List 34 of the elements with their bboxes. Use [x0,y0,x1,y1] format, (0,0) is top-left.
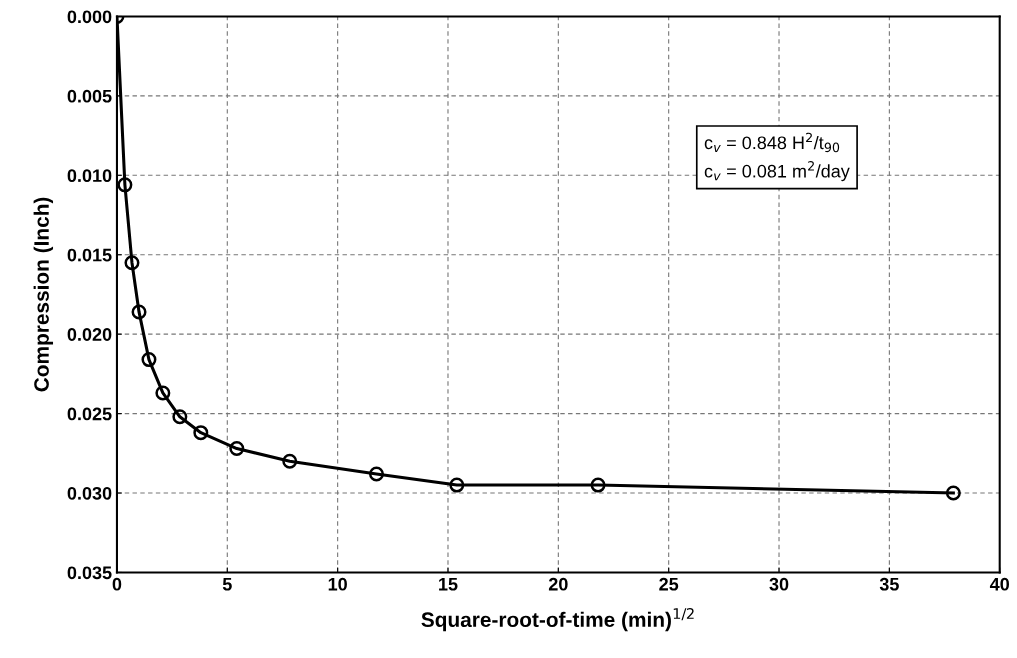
point [193,425,209,441]
point [155,385,171,401]
y-tick-label: 0.015 [67,248,112,262]
point [117,177,133,193]
annotation: c$_{v}$ = 0.081 m$^{2}$/day [704,161,850,182]
annotation: c$_{v}$ = 0.848 H$^{2}$/t$_{90}$ [704,132,840,153]
point [590,477,606,493]
point [229,441,245,457]
y-tick-label: 0.020 [67,328,112,341]
y-tick-label: 0.005 [67,89,112,103]
y-tick-label: 0.010 [67,169,112,183]
point [449,477,465,493]
point [945,485,961,501]
point [282,453,298,469]
point [141,352,157,368]
point [124,255,140,271]
x-tick-label: 15 [439,577,458,591]
x-tick-label: 0 [112,577,122,591]
y-tick-label: 0.030 [67,486,112,500]
point [131,304,147,320]
x-tick-label: 10 [328,577,347,591]
x-tick-label: 35 [879,577,899,591]
point [172,409,188,425]
x-tick-label: 40 [989,577,1010,591]
x-tick-label: 5 [222,577,232,591]
y-tick-label: 0.035 [67,566,112,580]
y-tick-label: 0.025 [67,407,112,421]
point [368,466,384,482]
x-tick-label: 25 [659,577,679,591]
x-tick-label: 20 [548,577,568,591]
x-tick-label: 30 [769,577,789,591]
x-axis-title: Square-root-of-time (min)$^{1/2}$ [421,608,694,632]
y-axis-title: Compression (Inch) [33,197,54,392]
y-tick-label: 0.000 [67,10,112,24]
